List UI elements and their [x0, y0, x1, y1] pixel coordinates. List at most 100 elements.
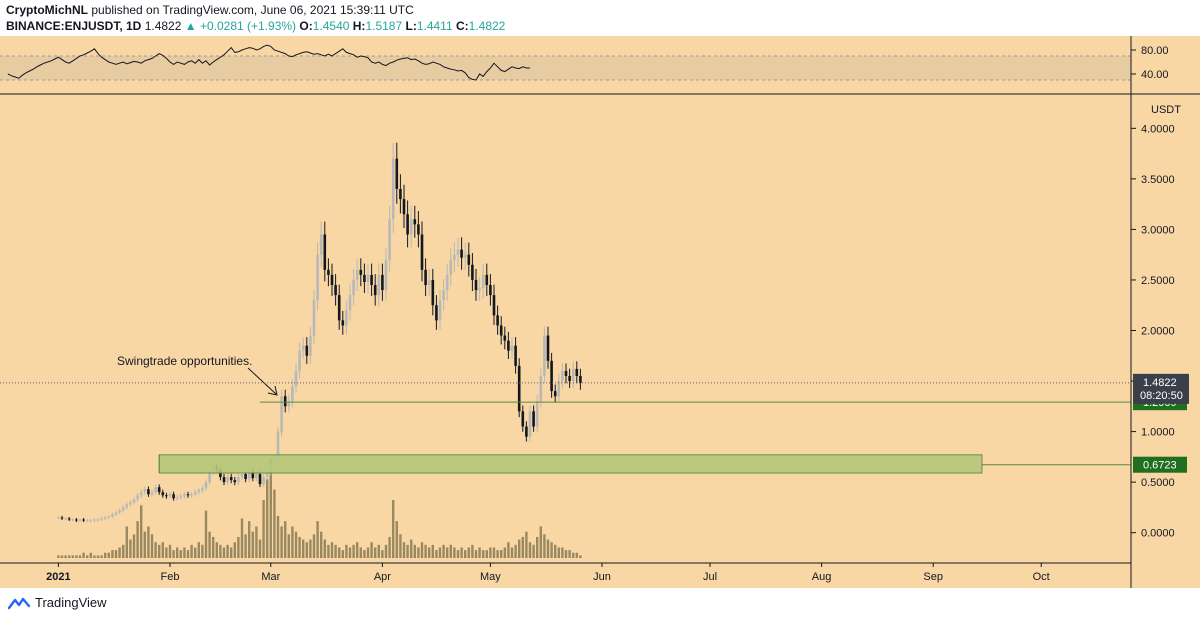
time-tick-label: Oct	[1033, 571, 1050, 583]
volume-bar	[233, 542, 236, 558]
footer: TradingView	[0, 588, 1200, 618]
arrowhead-icon	[267, 385, 278, 396]
volume-bar	[528, 542, 532, 558]
volume-bar	[197, 542, 200, 558]
volume-bar	[539, 526, 542, 558]
volume-bar	[352, 544, 355, 558]
candle-body	[496, 315, 499, 326]
ohlc-legend: BINANCE:ENJUSDT, 1D 1.4822 ▲ +0.0281 (+1…	[6, 19, 505, 33]
candle-body	[442, 290, 445, 301]
volume-bar	[384, 544, 388, 558]
candle-body	[229, 477, 233, 481]
volume-bar	[140, 505, 143, 558]
candle-body	[258, 474, 262, 485]
volume-bar	[485, 550, 488, 558]
candle-body	[543, 335, 546, 376]
author-name[interactable]: CryptoMichNL	[6, 3, 88, 17]
rsi-tick-label: 80.00	[1141, 45, 1169, 57]
volume-bar	[57, 555, 60, 558]
support-levels[interactable]	[158, 401, 1131, 474]
volume-bar	[359, 547, 362, 558]
rsi-band	[0, 56, 1131, 80]
volume-bar	[230, 547, 233, 558]
candle-body	[399, 188, 402, 200]
candle-body	[265, 472, 269, 478]
volume-bar	[312, 534, 316, 558]
candle-body	[485, 274, 489, 286]
volume-bar	[424, 544, 427, 558]
volume-bar	[186, 550, 190, 558]
volume-bar	[464, 550, 467, 558]
rsi-pane[interactable]: 80.00 40.00	[0, 44, 1169, 81]
volume-bar	[543, 534, 546, 558]
volume-bar	[395, 521, 398, 558]
candle-body	[262, 477, 265, 485]
volume-bar	[564, 550, 568, 558]
low-label: L:	[405, 19, 417, 33]
open-label: O:	[299, 19, 313, 33]
volume-bar	[460, 547, 463, 558]
candle-body	[276, 431, 280, 460]
volume-bar	[442, 544, 445, 558]
candle-body	[175, 497, 179, 499]
volume-bar	[406, 544, 409, 558]
price-tick-label: 2.0000	[1141, 326, 1175, 338]
candle-body	[125, 504, 129, 508]
axes: USDT 4.00003.50003.00002.50002.00001.500…	[46, 104, 1181, 583]
volume-bar	[518, 539, 521, 558]
candle-body	[395, 158, 399, 189]
chart-background	[0, 36, 1200, 588]
volume-bar	[183, 547, 186, 558]
candle-body	[553, 391, 557, 397]
candle-body	[521, 411, 525, 427]
candle-body	[179, 496, 183, 498]
volume-bar	[316, 521, 319, 558]
candle-body	[460, 249, 463, 258]
volume-bar	[431, 544, 434, 558]
volume-bar	[82, 552, 85, 558]
volume-bar	[168, 544, 172, 558]
volume-bar	[467, 547, 470, 558]
volume-bar	[251, 531, 254, 558]
candle-body	[150, 492, 154, 495]
time-tick-label: Aug	[812, 571, 832, 583]
volume-bar	[107, 552, 110, 558]
candle-body	[287, 401, 291, 407]
candle-body	[571, 368, 575, 382]
volume-bar	[208, 531, 211, 558]
volume-bar	[489, 547, 492, 558]
rsi-tick-label: 40.00	[1141, 69, 1169, 81]
volume-bar	[237, 536, 240, 558]
candle-body	[67, 518, 71, 520]
price-chart[interactable]: 80.00 40.00 Swingtrade opportunities. USD…	[0, 36, 1200, 588]
volume-bar	[118, 547, 121, 558]
volume-bar	[269, 458, 272, 558]
candle-body	[132, 499, 136, 503]
candle-body	[201, 488, 204, 491]
candle-body	[294, 370, 298, 387]
candle-body	[510, 345, 514, 351]
candle-body	[240, 474, 244, 478]
candle-body	[467, 254, 471, 265]
candle-body	[474, 279, 478, 291]
tradingview-brand[interactable]: TradingView	[8, 595, 107, 610]
volume-bar	[305, 542, 308, 558]
candle-body	[60, 517, 64, 519]
volume-bar	[417, 547, 420, 558]
candle-body	[478, 288, 481, 291]
candle-body	[233, 480, 237, 483]
volume-bar	[266, 479, 269, 558]
candle-body	[373, 285, 377, 296]
volume-bar	[327, 544, 330, 558]
volume-bar	[471, 544, 474, 558]
volume-bar	[248, 521, 251, 558]
volume-bar	[212, 536, 215, 558]
volume-bar	[143, 531, 146, 558]
volume-bar	[474, 550, 478, 558]
volume-bar	[122, 544, 125, 558]
price-tick-label: 3.0000	[1141, 224, 1175, 236]
candle-body	[197, 490, 201, 493]
volume-bar	[96, 555, 100, 558]
volume-bar	[496, 550, 499, 558]
volume-bar	[453, 547, 456, 558]
